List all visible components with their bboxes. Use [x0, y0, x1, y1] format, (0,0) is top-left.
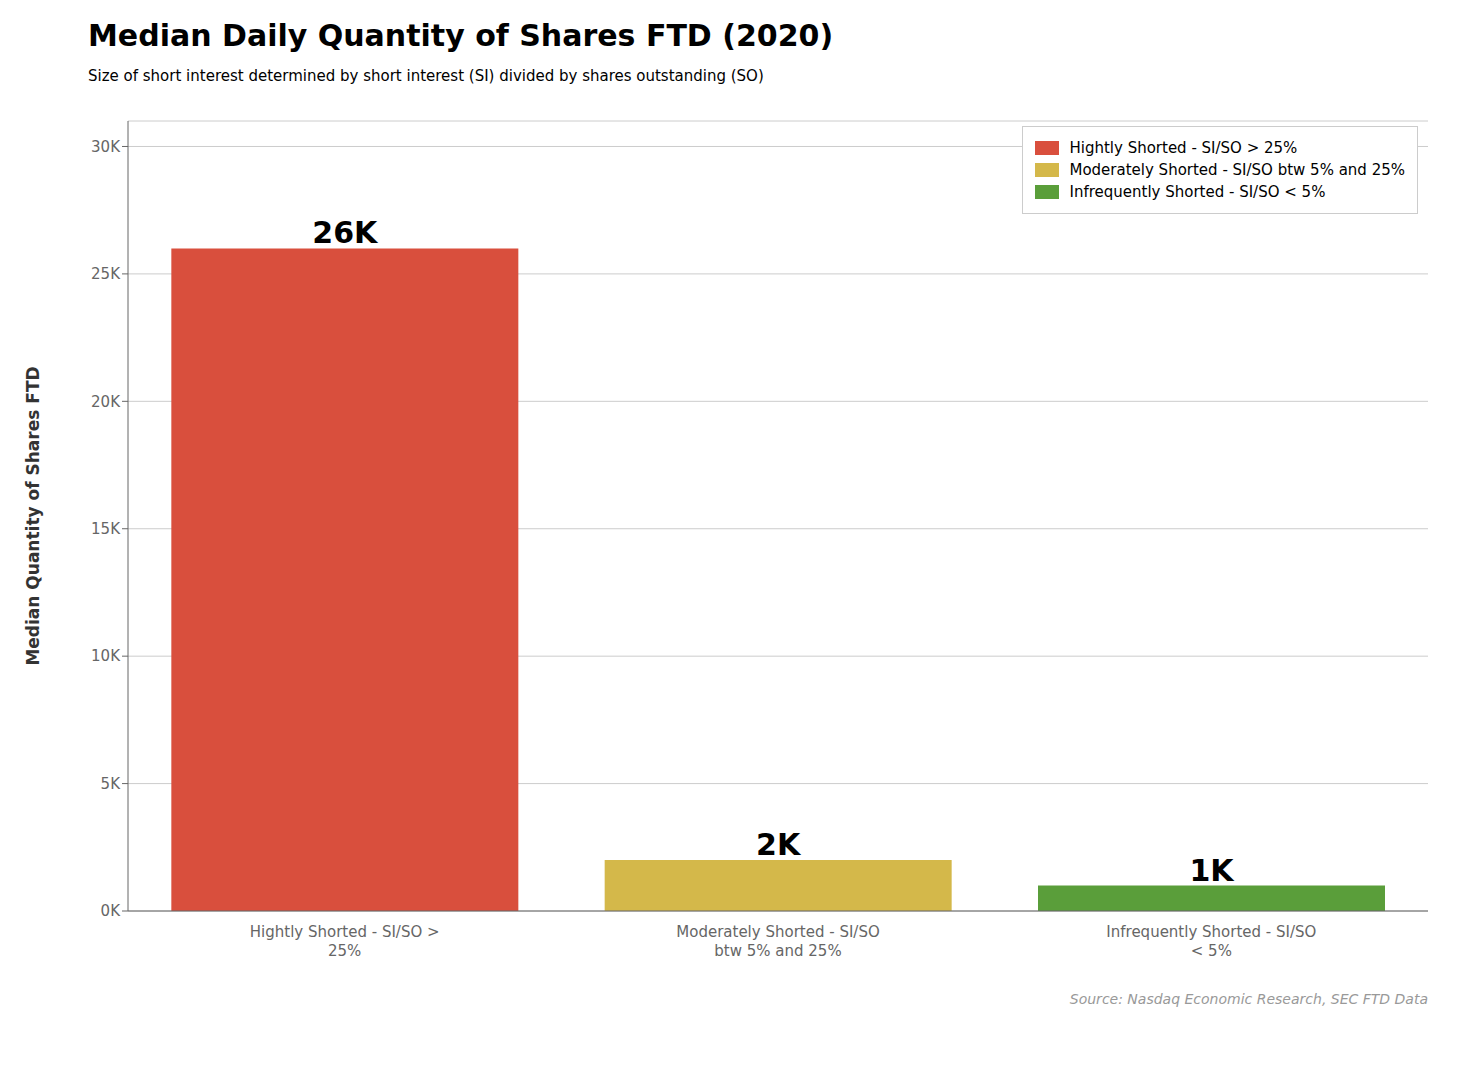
svg-text:Hightly Shorted - SI/SO >25%: Hightly Shorted - SI/SO >25% [250, 923, 440, 960]
svg-text:25K: 25K [91, 265, 121, 283]
html-text:Moderately Shorted - SI/SO btw: Moderately Shorted - SI/SO btw 5% and 25… [1069, 161, 1405, 179]
svg-text:15K: 15K [91, 520, 121, 538]
svg-text:Moderately Shorted - SI/SObtw: Moderately Shorted - SI/SObtw 5% and 25% [676, 923, 879, 960]
html-text:Infrequently Shorted - SI/SO <: Infrequently Shorted - SI/SO < 5% [1069, 183, 1326, 201]
html-text:Hightly Shorted - SI/SO > 25%: Hightly Shorted - SI/SO > 25% [1069, 139, 1298, 157]
svg-text:0K: 0K [101, 902, 122, 920]
svg-text:1K: 1K [1189, 853, 1235, 888]
svg-text:10K: 10K [91, 647, 121, 665]
html-text:Size of short interest determi: Size of short interest determined by sho… [88, 67, 764, 85]
svg-text:30K: 30K [91, 138, 121, 156]
html-text:Source: Nasdaq Economic Resear: Source: Nasdaq Economic Research, SEC FT… [1069, 991, 1428, 1007]
html-text:Median Daily Quantity of Share: Median Daily Quantity of Shares FTD (202… [88, 18, 834, 53]
svg-text:Median Quantity of Shares FTD: Median Quantity of Shares FTD [23, 366, 43, 665]
svg-text:26K: 26K [312, 215, 379, 250]
svg-text:Infrequently Shorted - SI/SO<: Infrequently Shorted - SI/SO< 5% [1106, 923, 1316, 960]
svg-text:5K: 5K [101, 775, 122, 793]
svg-text:2K: 2K [756, 827, 802, 862]
svg-text:20K: 20K [91, 393, 121, 411]
